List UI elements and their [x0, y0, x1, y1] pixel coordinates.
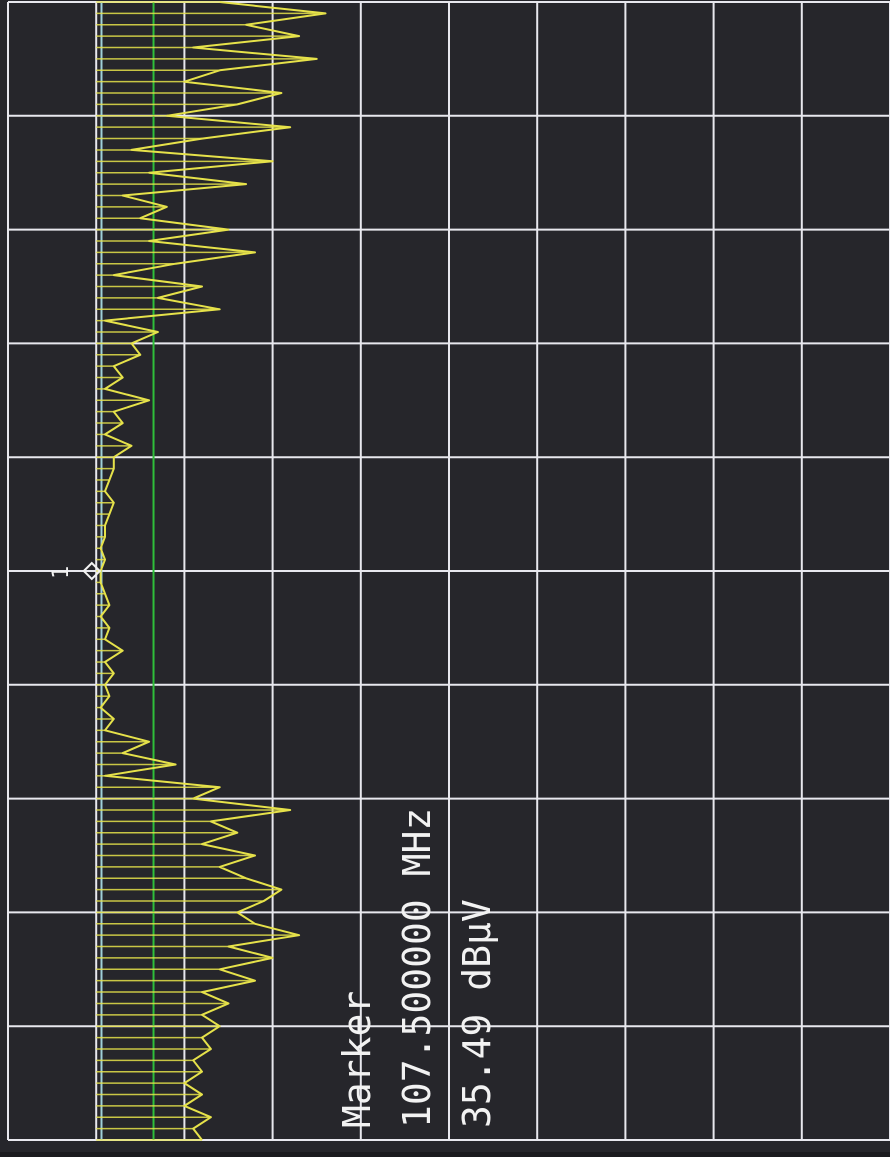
marker-diamond-icon [82, 561, 102, 581]
marker-label: Marker [335, 991, 379, 1128]
marker-frequency: 107.500000 MHz [395, 808, 439, 1128]
marker-readout: Marker 107.500000 MHz 35.49 dBµV [335, 808, 499, 1128]
marker-layer: 1 [49, 561, 102, 581]
marker-level: 35.49 dBµV [455, 899, 499, 1128]
marker-number: 1 [49, 566, 74, 579]
grid [7, 1, 890, 1141]
